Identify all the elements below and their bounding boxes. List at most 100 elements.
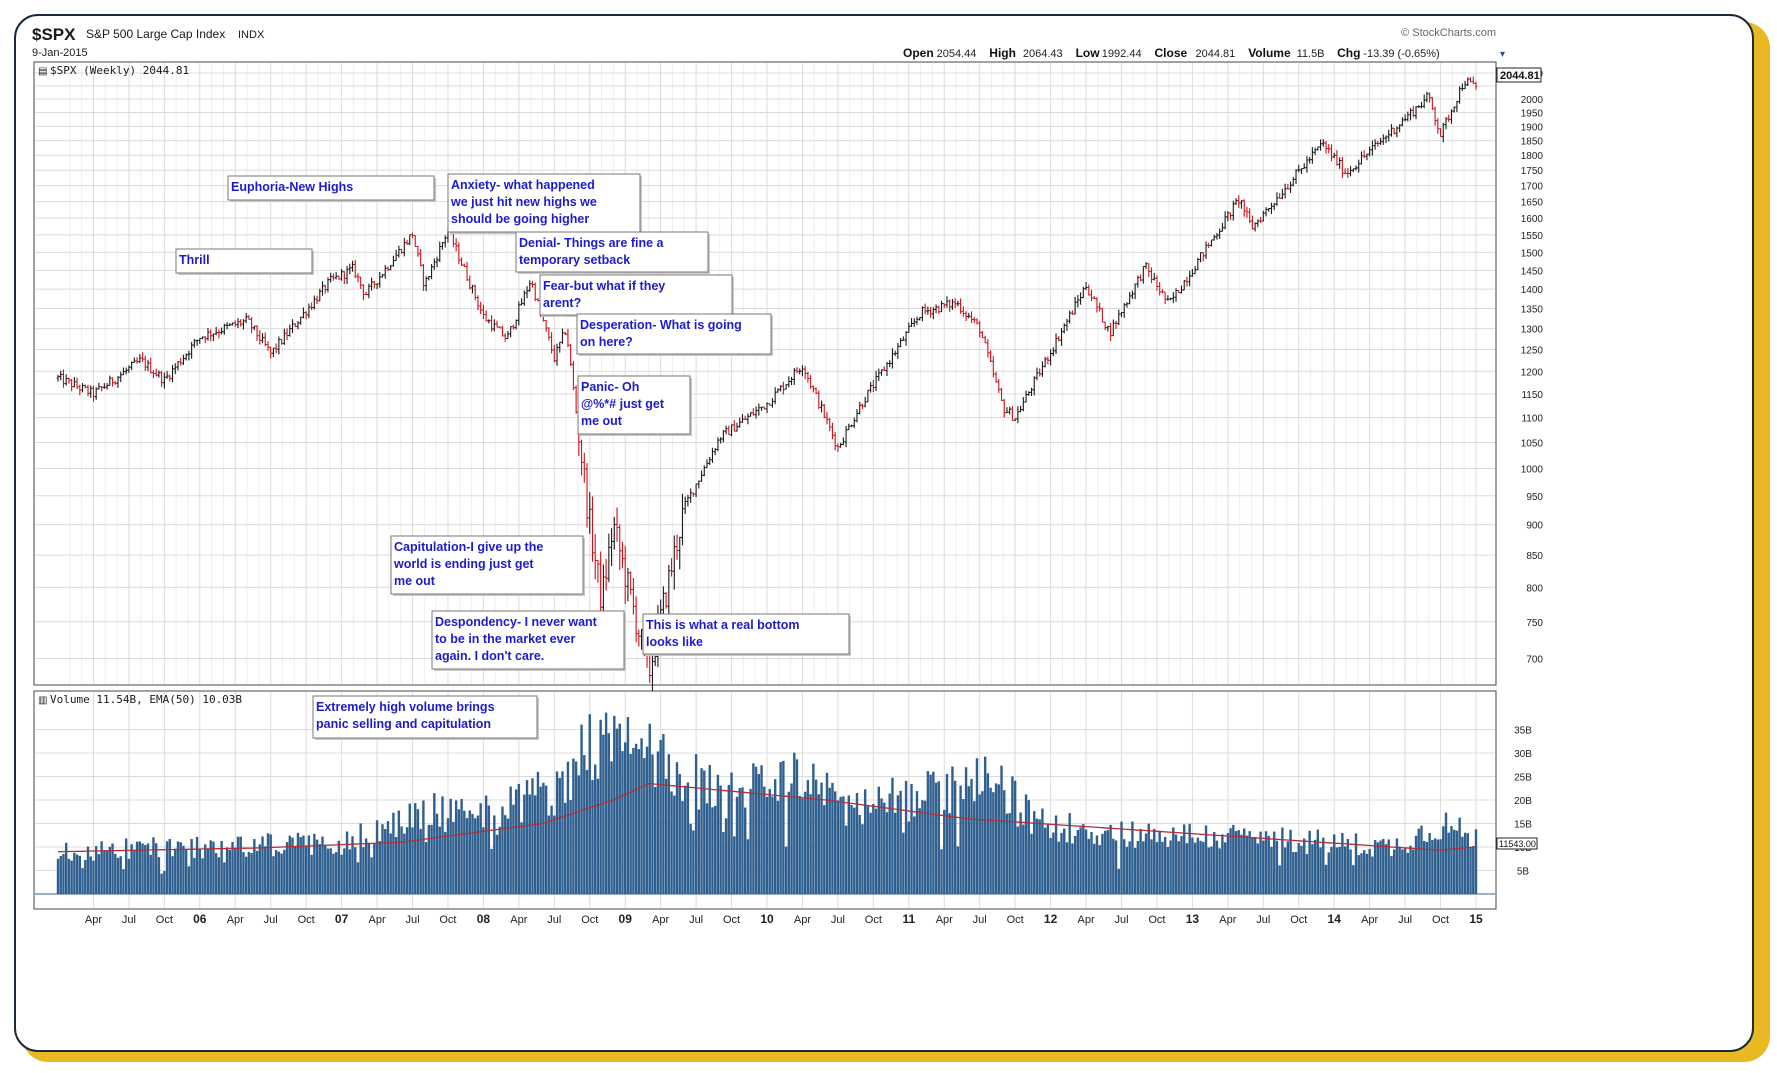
- volume-bar: [463, 810, 466, 894]
- volume-bar: [1027, 800, 1030, 894]
- volume-legend-text: Volume 11.54B, EMA(50) 10.03B: [50, 693, 242, 706]
- volume-bar: [771, 796, 774, 894]
- volume-bar: [97, 854, 101, 894]
- volume-bar: [643, 758, 646, 894]
- annotation-rect: [175, 248, 313, 274]
- volume-bar: [741, 787, 744, 894]
- volume-tick-label: 30B: [1514, 749, 1532, 760]
- x-tick-label: Oct: [1148, 914, 1165, 926]
- volume-bar: [1177, 841, 1180, 894]
- volume-bar: [768, 788, 771, 894]
- volume-bar: [512, 804, 515, 894]
- volume-bar: [883, 802, 886, 894]
- volume-bar: [1392, 849, 1396, 894]
- volume-bar: [141, 843, 144, 894]
- volume-bar: [160, 873, 163, 894]
- volume-bar: [738, 788, 741, 894]
- volume-bar: [408, 803, 411, 894]
- price-tick-label: 1050: [1521, 438, 1544, 449]
- price-tick-label: 900: [1526, 521, 1543, 532]
- volume-bar: [574, 761, 578, 894]
- volume-bar: [92, 860, 95, 894]
- volume-bar: [790, 783, 793, 894]
- volume-bar: [269, 834, 272, 894]
- volume-bar: [430, 824, 433, 894]
- x-tick-label: 10: [760, 912, 774, 926]
- volume-bar: [585, 770, 589, 894]
- volume-bar: [1346, 838, 1350, 894]
- volume-bar: [525, 780, 529, 894]
- volume-bar: [1294, 851, 1298, 894]
- volume-bar: [414, 803, 417, 894]
- volume-bar: [1469, 847, 1472, 894]
- volume-bar: [572, 758, 575, 894]
- volume-bar: [146, 843, 150, 894]
- volume-bar: [321, 836, 324, 894]
- volume-bar: [168, 839, 172, 894]
- volume-bar: [765, 796, 769, 894]
- volume-bar: [1000, 765, 1003, 894]
- x-tick-label: Oct: [1432, 914, 1449, 926]
- volume-bar: [1474, 829, 1478, 894]
- volume-bar: [1103, 830, 1107, 894]
- volume-bar: [356, 862, 360, 894]
- price-tick-label: 1600: [1521, 214, 1544, 225]
- x-tick-label: Jul: [689, 914, 703, 926]
- volume-bar: [1251, 836, 1254, 894]
- volume-panel: 5B10B15B20B25B30B35B ▥ Volume 11.54B, EM…: [33, 690, 1538, 910]
- stock-chart: $SPX S&P 500 Large Cap Index INDX 9-Jan-…: [32, 25, 1544, 926]
- price-y-axis: 700 750 800 850 900 950 1000 1050 1100 1150 1200 12…: [1521, 69, 1544, 665]
- price-tick-label: 700: [1526, 655, 1543, 666]
- volume-bar: [659, 739, 662, 894]
- stats-dropdown-icon[interactable]: ▾: [1500, 49, 1505, 60]
- volume-bar: [610, 761, 613, 894]
- volume-bar: [411, 827, 414, 894]
- volume-bar: [133, 850, 136, 894]
- volume-bar: [1335, 847, 1339, 894]
- volume-bar: [1199, 840, 1202, 894]
- volume-bar: [970, 778, 973, 894]
- volume-bar: [1444, 812, 1448, 894]
- price-tick-label: 1750: [1521, 166, 1544, 177]
- volume-bar: [823, 805, 826, 894]
- volume-bar: [179, 842, 182, 894]
- volume-bar: [604, 712, 608, 894]
- x-tick-label: Jul: [831, 914, 845, 926]
- volume-bar: [1398, 846, 1401, 894]
- volume-bar: [1221, 834, 1224, 894]
- volume-bar: [662, 734, 665, 894]
- volume-bar: [793, 752, 796, 894]
- annotation-text: to be in the market ever: [435, 632, 575, 646]
- volume-bar: [812, 763, 815, 894]
- chart-frame: $SPX S&P 500 Large Cap Index INDX 9-Jan-…: [14, 14, 1754, 1052]
- volume-bar: [1073, 836, 1077, 894]
- volume-bar: [550, 805, 553, 894]
- x-tick-label: Jul: [405, 914, 419, 926]
- volume-bar: [697, 809, 701, 894]
- volume-bar: [1150, 839, 1153, 894]
- volume-bar: [520, 822, 523, 894]
- volume-bar: [116, 857, 120, 894]
- volume-bar: [324, 844, 327, 894]
- volume-bar: [956, 846, 960, 894]
- annotation-rect: [642, 613, 850, 655]
- volume-bar: [926, 771, 930, 894]
- volume-bar: [190, 839, 193, 894]
- volume-bar: [1008, 813, 1011, 894]
- chart-header: $SPX S&P 500 Large Cap Index INDX 9-Jan-…: [32, 25, 1505, 60]
- volume-bar: [212, 841, 215, 894]
- volume-bar: [544, 785, 548, 894]
- volume-bar: [384, 829, 387, 894]
- volume-bar: [1079, 827, 1082, 894]
- price-tick-label: 1100: [1521, 414, 1543, 425]
- x-tick-label: 12: [1044, 912, 1058, 926]
- x-tick-label: 11: [902, 912, 915, 926]
- volume-bar: [994, 783, 998, 894]
- volume-tick-label: 25B: [1514, 773, 1532, 784]
- volume-bar: [806, 780, 810, 894]
- volume-bar: [989, 787, 992, 894]
- volume-bar: [1273, 831, 1276, 894]
- volume-bar: [1354, 833, 1358, 894]
- volume-bar: [307, 835, 311, 894]
- volume-bar: [1256, 843, 1260, 894]
